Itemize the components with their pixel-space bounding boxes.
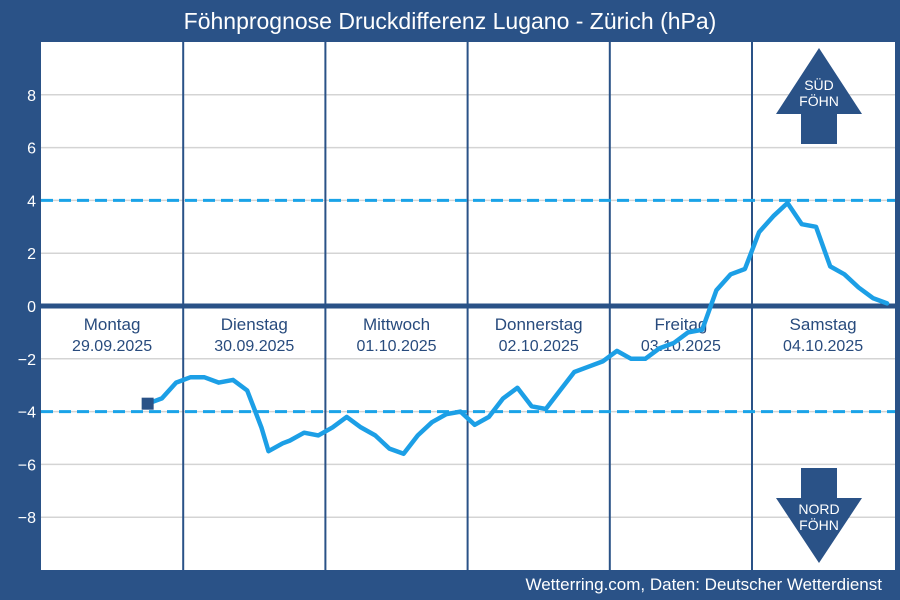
day-date: 04.10.2025 bbox=[783, 338, 863, 355]
annotation-label: NORD FÖHN bbox=[798, 501, 839, 533]
day-date: 29.09.2025 bbox=[72, 338, 152, 355]
grid bbox=[41, 42, 895, 570]
y-tick-label: 2 bbox=[27, 246, 36, 263]
y-tick-label: 6 bbox=[27, 141, 36, 158]
annotations: SÜD FÖHN NORD FÖHN bbox=[776, 48, 862, 563]
y-tick-label: −2 bbox=[18, 352, 36, 369]
day-date: 01.10.2025 bbox=[356, 338, 436, 355]
day-name: Dienstag bbox=[221, 315, 288, 334]
y-tick-label: −4 bbox=[18, 405, 36, 422]
arrow-up-icon bbox=[776, 48, 862, 144]
day-name: Mittwoch bbox=[363, 315, 430, 334]
day-date: 30.09.2025 bbox=[214, 338, 294, 355]
y-tick-label: −8 bbox=[18, 510, 36, 527]
day-name: Donnerstag bbox=[495, 315, 583, 334]
y-tick-label: −6 bbox=[18, 457, 36, 474]
series-layer bbox=[141, 200, 890, 457]
annotation-label: SÜD FÖHN bbox=[799, 76, 839, 109]
source-credit: Wetterring.com, Daten: Deutscher Wetterd… bbox=[525, 575, 882, 594]
y-axis-ticks: −8 −6 −4 −2 0 2 4 6 8 bbox=[18, 88, 36, 527]
day-date: 02.10.2025 bbox=[499, 338, 579, 355]
day-labels: Montag 29.09.2025 Dienstag 30.09.2025 Mittwo… bbox=[72, 315, 863, 355]
day-date: 03.10.2025 bbox=[641, 338, 721, 355]
arrow-down-icon bbox=[776, 468, 862, 563]
chart-title: Föhnprognose Druckdifferenz Lugano - Zür… bbox=[183, 8, 717, 34]
day-name: Samstag bbox=[790, 315, 857, 334]
y-tick-label: 0 bbox=[27, 299, 36, 316]
start-marker bbox=[141, 397, 154, 410]
y-tick-label: 4 bbox=[27, 193, 36, 210]
y-tick-label: 8 bbox=[27, 88, 36, 105]
day-name: Montag bbox=[84, 315, 141, 334]
